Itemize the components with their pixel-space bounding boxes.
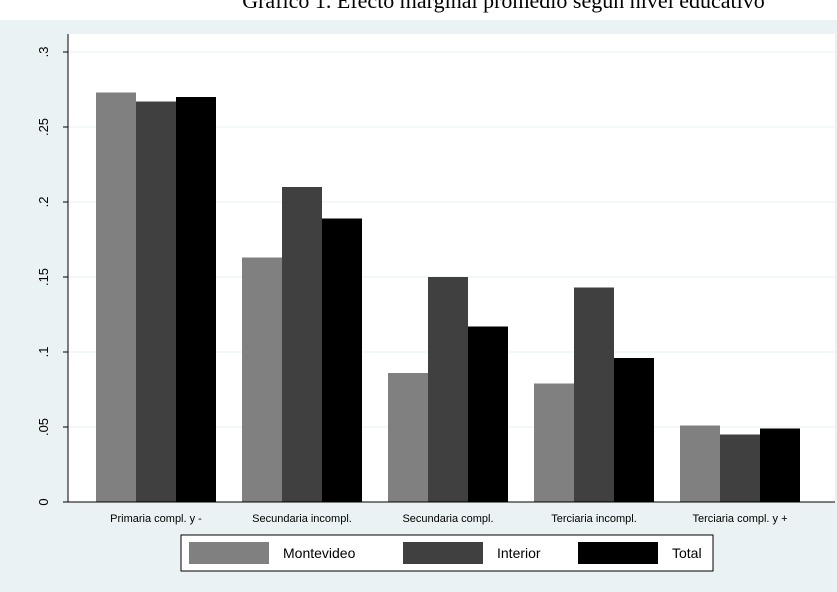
bar-montevideo-5 [680, 425, 720, 502]
x-category-label: Terciaria incompl. [551, 513, 637, 525]
axes: 0 .05 .1 .15 .2 .25 .3 Primaria compl. y - Secun… [36, 34, 835, 525]
bar-interior-5 [720, 434, 760, 502]
bar-total-4 [614, 358, 654, 502]
x-category-label: Primaria compl. y - [110, 513, 202, 525]
x-category-label: Terciaria compl. y + [692, 513, 787, 525]
bar-montevideo-1 [96, 92, 136, 502]
bar-total-5 [760, 428, 800, 502]
bar-total-1 [176, 97, 216, 502]
bar-montevideo-2 [242, 257, 282, 502]
legend-label-total: Total [672, 545, 702, 561]
bar-montevideo-4 [534, 383, 574, 502]
x-category-label: Secundaria incompl. [252, 513, 352, 525]
bar-montevideo-3 [388, 373, 428, 502]
legend-label-montevideo: Montevideo [283, 545, 356, 561]
bar-total-2 [322, 218, 362, 502]
y-tick-label: .2 [36, 197, 51, 208]
legend-swatch-total [578, 542, 658, 564]
y-tick-label: .05 [36, 418, 51, 436]
bar-interior-4 [574, 287, 614, 502]
bar-total-3 [468, 326, 508, 502]
legend-swatch-montevideo [189, 542, 269, 564]
bar-interior-1 [136, 101, 176, 502]
legend-label-interior: Interior [497, 545, 541, 561]
y-tick-label: 0 [36, 498, 51, 505]
chart-title: Gráfico 1. Efecto marginal promedio segú… [242, 0, 765, 13]
bar-interior-3 [428, 277, 468, 502]
legend: Montevideo Interior Total [180, 534, 714, 572]
x-category-label: Secundaria compl. [402, 513, 493, 525]
bar-interior-2 [282, 187, 322, 502]
legend-swatch-interior [403, 542, 483, 564]
bars [96, 92, 800, 502]
y-tick-label: .25 [36, 118, 51, 136]
y-tick-label: .1 [36, 347, 51, 358]
y-tick-label: .3 [36, 47, 51, 58]
y-tick-label: .15 [36, 268, 51, 286]
